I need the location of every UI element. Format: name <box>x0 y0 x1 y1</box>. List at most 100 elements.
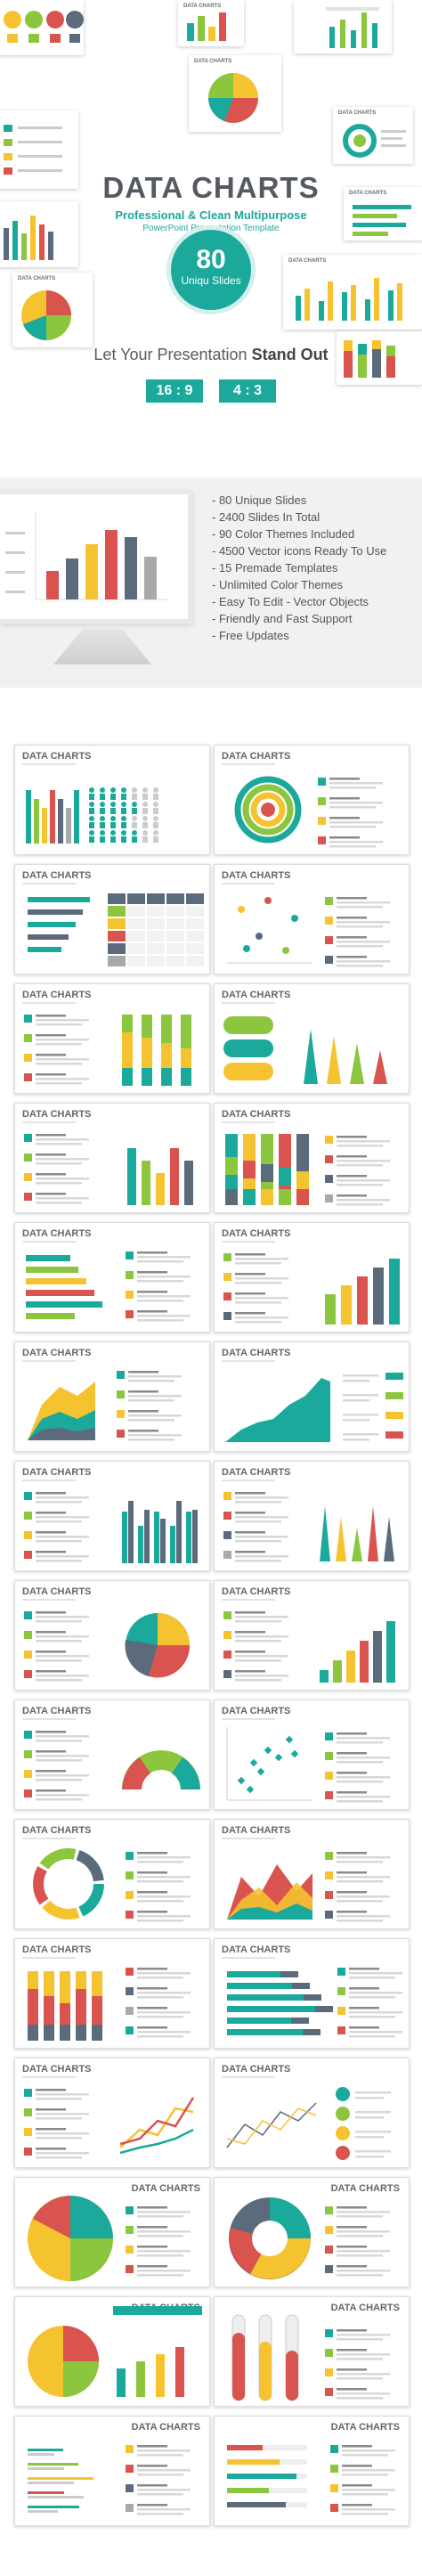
slide-chart-graphic <box>26 1251 191 1322</box>
mini-slide-pie-left: DATA CHARTS <box>12 273 93 347</box>
slide-subtitle-bar <box>22 1838 76 1839</box>
tagline: Let Your Presentation Stand Out <box>0 346 422 364</box>
mini-slide-column-chart <box>294 0 392 53</box>
slide-thumbnail: DATA CHARTS <box>14 1938 210 2049</box>
slide-subtitle-bar <box>222 1121 275 1123</box>
slide-chart-graphic <box>226 1727 390 1803</box>
monitor-bar-chart <box>5 512 169 600</box>
slide-subtitle-bar <box>222 763 275 765</box>
slide-title: DATA CHARTS <box>22 1348 92 1358</box>
slide-thumbnail: DATA CHARTS <box>14 1700 210 1810</box>
slide-thumbnail: DATA CHARTS <box>214 2058 410 2168</box>
slide-title: DATA CHARTS <box>330 2183 400 2194</box>
hero-subtitle: Professional & Clean Multipurpose <box>115 208 307 222</box>
slide-thumbnail: DATA CHARTS <box>214 983 410 1094</box>
feature-item: - 4500 Vector icons Ready To Use <box>212 544 387 558</box>
feature-item: - Friendly and Fast Support <box>212 612 353 625</box>
slide-title: DATA CHARTS <box>222 1228 291 1239</box>
mini-slide-columns-right: DATA CHARTS <box>283 255 422 330</box>
slide-chart-graphic <box>225 1134 390 1206</box>
slide-title: DATA CHARTS <box>22 1706 92 1716</box>
slide-title: DATA CHARTS <box>222 870 291 881</box>
slide-subtitle-bar <box>22 1121 76 1123</box>
slide-title: DATA CHARTS <box>222 1706 291 1716</box>
slide-thumbnail: DATA CHARTS <box>214 2177 410 2287</box>
slide-subtitle-bar <box>22 1599 76 1601</box>
slide-thumbnail: DATA CHARTS <box>214 864 410 974</box>
mini-slide-title: DATA CHARTS <box>194 59 232 64</box>
slide-subtitle-bar <box>22 1360 76 1362</box>
mini-slide-title: DATA CHARTS <box>18 276 56 281</box>
slide-thumbnail: DATA CHARTS <box>14 745 210 855</box>
feature-item: - 2400 Slides In Total <box>212 510 321 524</box>
slide-thumbnail: DATA CHARTS <box>14 864 210 974</box>
slide-chart-graphic <box>223 1611 395 1683</box>
mini-slide-hbars: DATA CHARTS <box>344 187 422 240</box>
slide-count-badge: 80 Uniqu Slides <box>166 225 256 314</box>
slide-title: DATA CHARTS <box>22 990 92 1000</box>
slide-title: DATA CHARTS <box>222 1944 291 1955</box>
tagline-prefix: Let Your Presentation <box>93 346 252 363</box>
slide-chart-graphic <box>24 1611 191 1682</box>
slide-title: DATA CHARTS <box>222 751 291 762</box>
mini-slide-title: DATA CHARTS <box>349 191 387 196</box>
feature-item: - Unlimited Color Themes <box>212 578 344 591</box>
mini-slide-vbars-left <box>0 201 78 267</box>
mini-slide-donut: DATA CHARTS <box>333 107 413 164</box>
aspect-ratio-row: 16 : 9 4 : 3 <box>0 379 422 403</box>
slide-title: DATA CHARTS <box>131 2422 200 2433</box>
mini-slide-pie: DATA CHARTS <box>189 55 281 132</box>
slide-chart-graphic <box>28 1968 191 2041</box>
slide-chart-graphic <box>28 1371 182 1441</box>
slide-thumbnail: DATA CHARTS <box>214 1700 410 1810</box>
slide-title: DATA CHARTS <box>22 1586 92 1597</box>
slide-thumbnail: DATA CHARTS <box>214 2416 410 2526</box>
mini-slide-bars-top: DATA CHARTS <box>178 0 244 46</box>
monitor-mockup <box>0 490 192 624</box>
slide-thumbnail: DATA CHARTS <box>14 2416 210 2526</box>
slide-subtitle-bar <box>222 1360 275 1362</box>
slide-subtitle-bar <box>22 883 76 884</box>
badge-label: Uniqu Slides <box>181 274 241 287</box>
slide-subtitle-bar <box>222 1241 275 1243</box>
feature-item: - Free Updates <box>212 629 289 642</box>
tagline-bold: Stand Out <box>251 346 329 363</box>
main-title: DATA CHARTS <box>102 171 320 204</box>
slide-thumbnail: DATA CHARTS <box>214 745 410 855</box>
slide-subtitle-bar <box>222 2076 275 2078</box>
slide-subtitle-bar <box>222 1718 275 1720</box>
slide-title: DATA CHARTS <box>22 870 92 881</box>
slide-title: DATA CHARTS <box>22 1228 92 1239</box>
slide-thumbnail: DATA CHARTS <box>214 1938 410 2049</box>
slide-thumbnail: DATA CHARTS <box>14 2058 210 2168</box>
slide-chart-graphic <box>227 897 390 967</box>
hero-title-block: DATA CHARTS Professional & Clean Multipu… <box>0 171 422 233</box>
slide-thumbnail: DATA CHARTS <box>14 2177 210 2287</box>
feature-item: - 80 Unique Slides <box>212 493 307 507</box>
slide-title: DATA CHARTS <box>22 2064 92 2075</box>
slide-subtitle-bar <box>222 1002 275 1004</box>
slide-thumbnail: DATA CHARTS <box>214 1341 410 1452</box>
monitor-stand <box>53 629 151 664</box>
mini-slide-list <box>0 110 78 189</box>
slide-thumbnail: DATA CHARTS <box>14 1341 210 1452</box>
slide-title: DATA CHARTS <box>222 990 291 1000</box>
slide-chart-graphic <box>223 1492 394 1562</box>
slide-title: DATA CHARTS <box>330 2422 400 2433</box>
slide-subtitle-bar <box>222 1838 275 1839</box>
slide-thumbnail: DATA CHARTS <box>214 1103 410 1213</box>
mini-slide-pie-icons <box>0 0 84 55</box>
slide-subtitle-bar <box>222 1480 275 1481</box>
slide-chart-graphic <box>227 1968 402 2038</box>
slide-chart-graphic <box>24 1134 193 1205</box>
slide-thumbnail: DATA CHARTS <box>14 1222 210 1333</box>
slide-thumbnail: DATA CHARTS <box>14 983 210 1094</box>
slide-thumbnail: DATA CHARTS <box>14 1103 210 1213</box>
slide-chart-graphic <box>24 2089 195 2159</box>
mini-slide-title: DATA CHARTS <box>288 258 327 264</box>
slide-chart-graphic <box>231 2314 390 2401</box>
slide-thumbnail: DATA CHARTS <box>214 1819 410 1929</box>
hero-section: DATA CHARTS DATA CHARTS DATA CHARTS <box>0 0 422 463</box>
slide-chart-graphic <box>223 1016 387 1084</box>
slide-chart-graphic <box>225 1373 403 1442</box>
